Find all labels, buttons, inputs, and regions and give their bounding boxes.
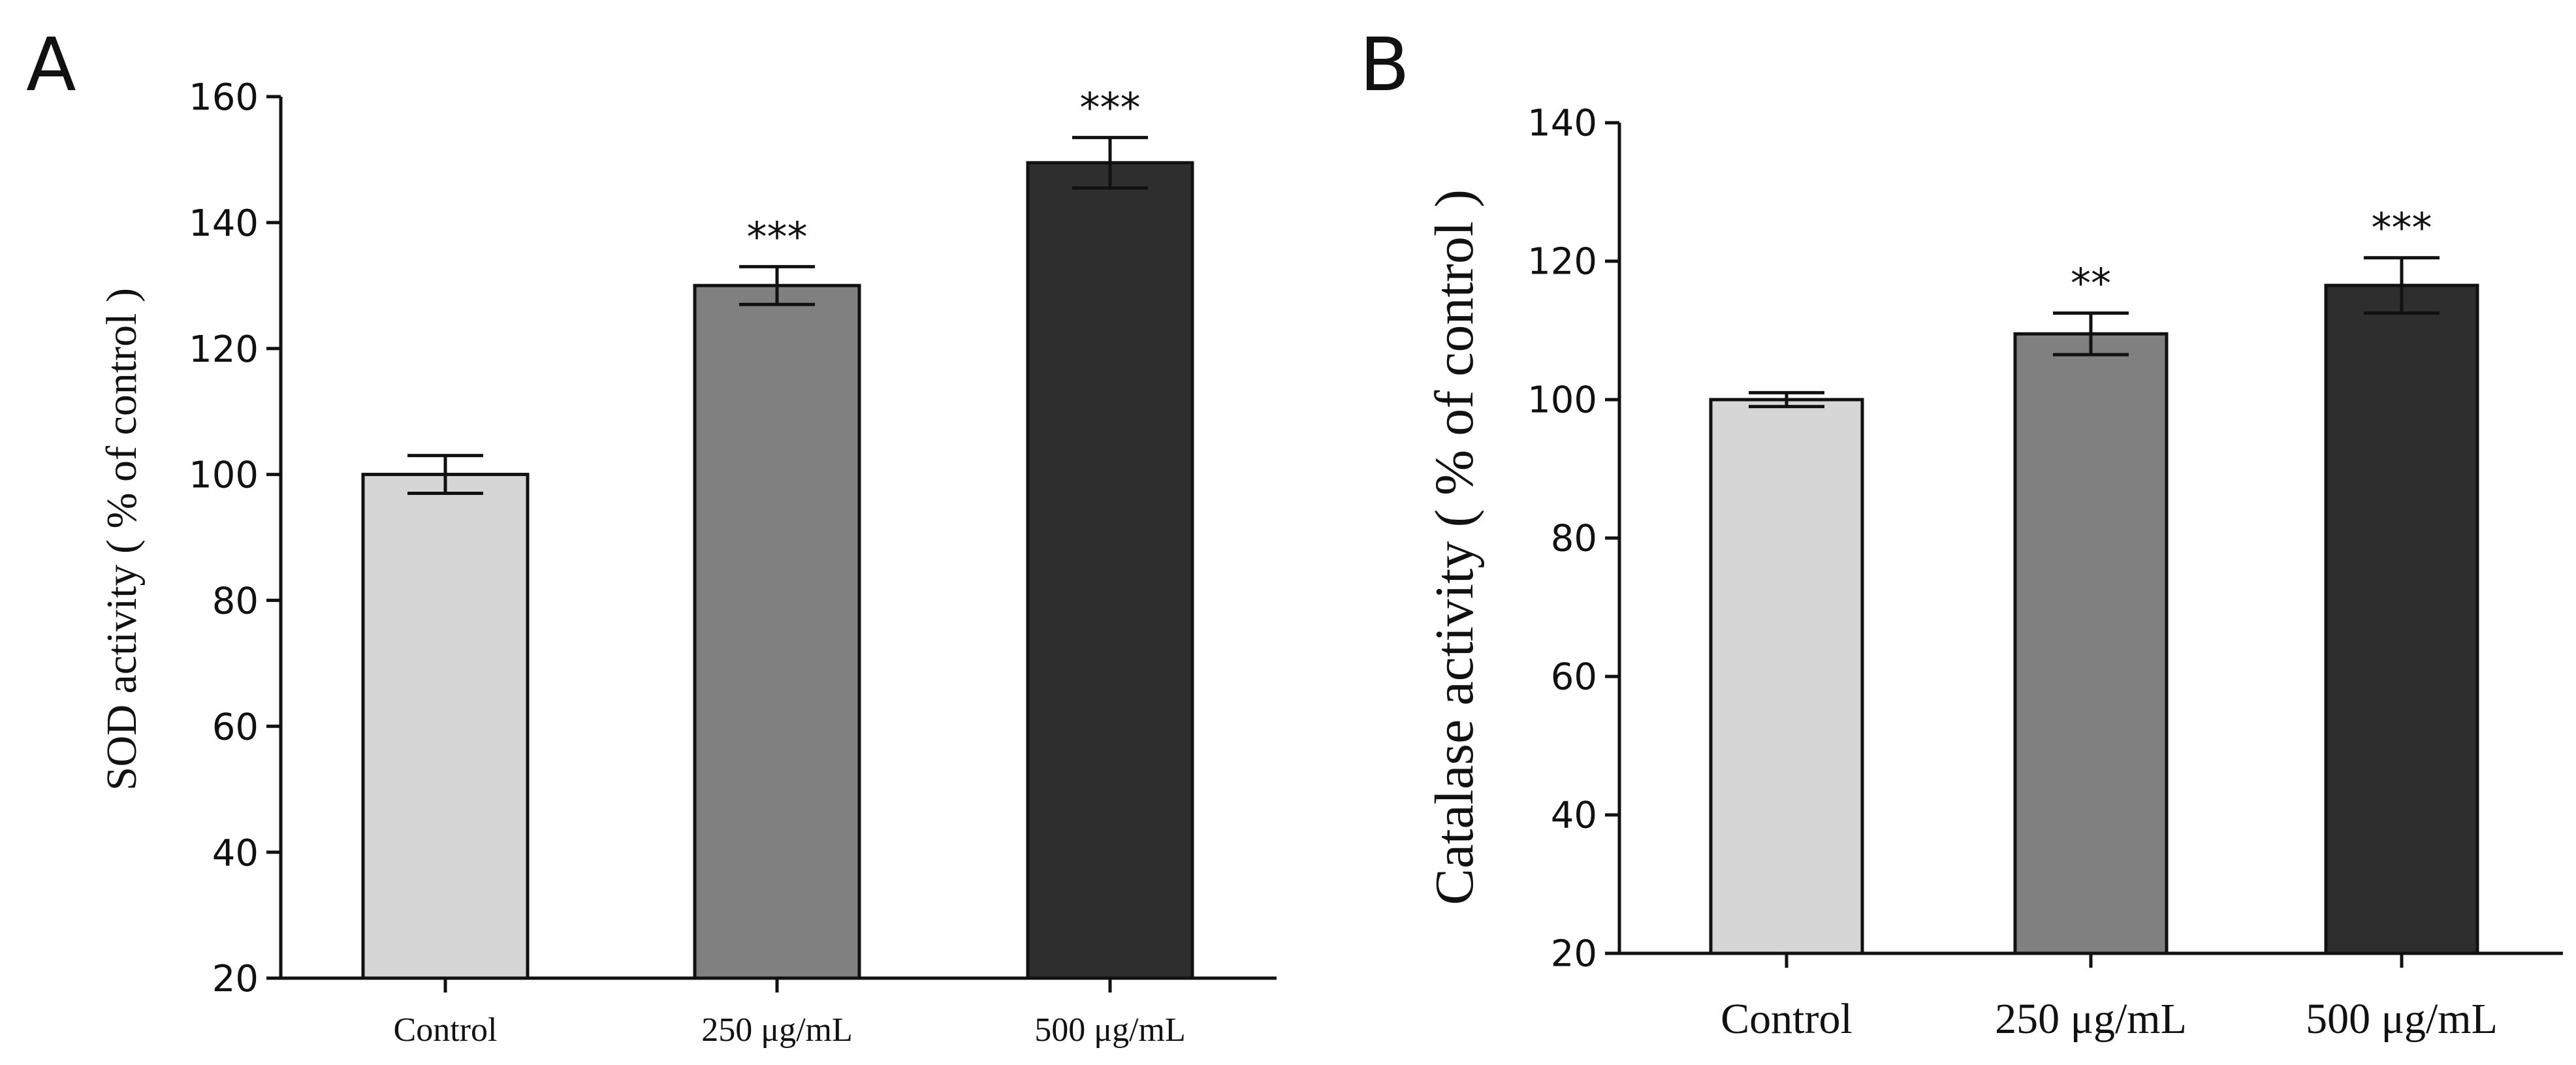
panel-b-bar	[2013, 332, 2169, 955]
panel-b-y-tick-label: 80	[1551, 517, 1597, 560]
panel-a-significance-label: ***	[1080, 84, 1141, 132]
panel-a-category-label: 250 μg/mL	[701, 1011, 853, 1049]
panel-a-bar	[1026, 161, 1194, 980]
panel-a-y-tick-label: 160	[189, 76, 259, 119]
panel-a-bars: Control *** 250 μg/mL *** 500 μg/mL	[361, 84, 1194, 1049]
panel-a-y-tick-label: 40	[212, 832, 259, 874]
panel-b-bars: Control ** 250 μg/mL *** 500 μg/mL	[1709, 204, 2498, 1043]
panel-a-y-tick-label: 80	[212, 580, 259, 623]
panel-b-bar	[1709, 398, 1864, 955]
panel-b-category-label: 250 μg/mL	[1995, 995, 2187, 1043]
panel-a-y-tick-label: 140	[189, 202, 259, 245]
panel-b-significance-label: ***	[2372, 204, 2432, 252]
panel-a-category-label: 500 μg/mL	[1034, 1011, 1186, 1049]
panel-a-y-tick-label: 120	[189, 328, 259, 371]
panel-a-significance-label: ***	[747, 213, 808, 261]
panel-a-bar	[361, 473, 530, 980]
panel-b-y-tick-label: 140	[1527, 102, 1597, 144]
panel-a-letter: A	[26, 23, 76, 108]
panel-b-y-tick-label: 120	[1527, 240, 1597, 283]
panel-b-category-label: 500 μg/mL	[2306, 995, 2498, 1043]
panel-b-bar	[2324, 283, 2479, 955]
panel-b-letter: B	[1360, 23, 1410, 108]
panel-b-y-tick-label: 100	[1527, 379, 1597, 421]
panel-a-y-axis-label: SOD activity ( % of control )	[98, 288, 146, 791]
panel-a-y-tick-label: 20	[212, 958, 259, 1000]
panel-b-chart: B Catalase activity ( % of control ) 20 4…	[1360, 23, 2563, 1043]
panel-a-category-label: Control	[394, 1011, 498, 1049]
panel-a-y-axis: 20 40 60 80 100 120 140 160	[189, 76, 1277, 1000]
panel-a-y-tick-label: 60	[212, 706, 259, 748]
panel-b-category-label: Control	[1721, 995, 1852, 1043]
panel-a-chart: A SOD activity ( % of control ) 20 40 60 80…	[26, 23, 1277, 1049]
panel-b-y-tick-label: 20	[1551, 932, 1597, 975]
panel-b-significance-label: **	[2071, 260, 2111, 308]
panel-b-y-axis-label: Catalase activity ( % of control )	[1424, 189, 1485, 905]
panel-b-y-tick-label: 40	[1551, 794, 1597, 836]
panel-a-y-tick-label: 100	[189, 454, 259, 497]
panel-a-bar	[693, 283, 861, 980]
panel-b-y-tick-label: 60	[1551, 656, 1597, 698]
